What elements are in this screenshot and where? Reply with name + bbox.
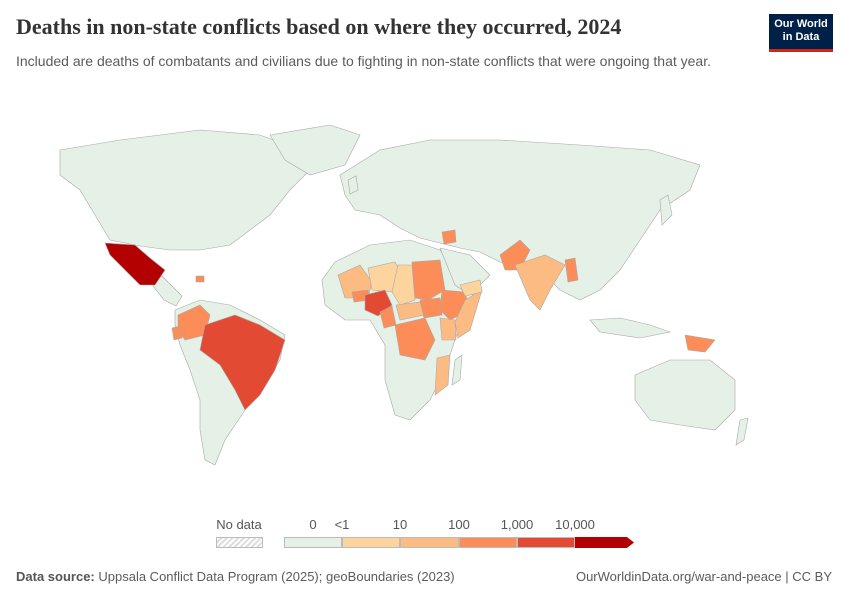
country-yemen[interactable] [459, 279, 483, 297]
legend-bin-5[interactable] [575, 537, 634, 548]
country-papua-new-guinea[interactable] [684, 334, 716, 353]
country-mexico[interactable] [104, 242, 166, 286]
legend-bin-1[interactable] [342, 537, 400, 548]
legend-tick-label: 10,000 [555, 517, 595, 532]
country-syria[interactable] [441, 229, 457, 245]
data-source: Data source: Uppsala Conflict Data Progr… [16, 569, 455, 584]
footer-link[interactable]: OurWorldinData.org/war-and-peace | CC BY [575, 569, 832, 584]
country-brazil[interactable] [199, 314, 286, 411]
region-japan[interactable] [659, 194, 673, 226]
legend-tick-label: 10 [392, 517, 408, 532]
region-eurasia[interactable] [339, 139, 701, 301]
country-kenya[interactable] [439, 317, 457, 341]
data-source-text: Uppsala Conflict Data Program (2025); ge… [98, 569, 455, 584]
region-new-zealand[interactable] [735, 417, 749, 446]
legend-bin-4[interactable] [517, 537, 575, 548]
region-madagascar[interactable] [451, 354, 463, 386]
owid-logo[interactable]: Our World in Data [769, 14, 833, 52]
country-dr-congo[interactable] [394, 317, 436, 361]
region-north-america[interactable] [59, 129, 311, 251]
legend-tick-label: 100 [448, 517, 470, 532]
page-subtitle: Included are deaths of combatants and ci… [16, 53, 711, 69]
country-sudan[interactable] [411, 259, 446, 301]
legend-bin-3[interactable] [459, 537, 517, 548]
data-source-label: Data source: [16, 569, 95, 584]
region-greenland[interactable] [269, 124, 361, 176]
legend-tick-label: 0 [309, 517, 317, 532]
legend: No data 0 <1 10 100 1,000 10,000 [0, 510, 850, 555]
region-indonesia[interactable] [589, 317, 672, 339]
legend-tick-label: 1,000 [500, 517, 534, 532]
region-australia[interactable] [634, 359, 736, 431]
country-south-sudan[interactable] [419, 297, 443, 319]
legend-tick-label: <1 [334, 517, 350, 532]
country-chad[interactable] [391, 264, 416, 306]
no-data-label: No data [216, 517, 262, 532]
legend-bin-0[interactable] [284, 537, 342, 548]
region-uk[interactable] [347, 175, 359, 195]
country-mozambique[interactable] [434, 354, 451, 396]
world-map [59, 124, 749, 466]
country-ecuador[interactable] [171, 325, 183, 341]
country-myanmar[interactable] [564, 257, 579, 283]
no-data-swatch [216, 537, 263, 548]
page-title: Deaths in non-state conflicts based on w… [16, 14, 622, 39]
legend-bin-2[interactable] [400, 537, 459, 548]
country-haiti[interactable] [195, 275, 205, 283]
country-mali[interactable] [337, 264, 373, 299]
country-india[interactable] [514, 254, 566, 311]
